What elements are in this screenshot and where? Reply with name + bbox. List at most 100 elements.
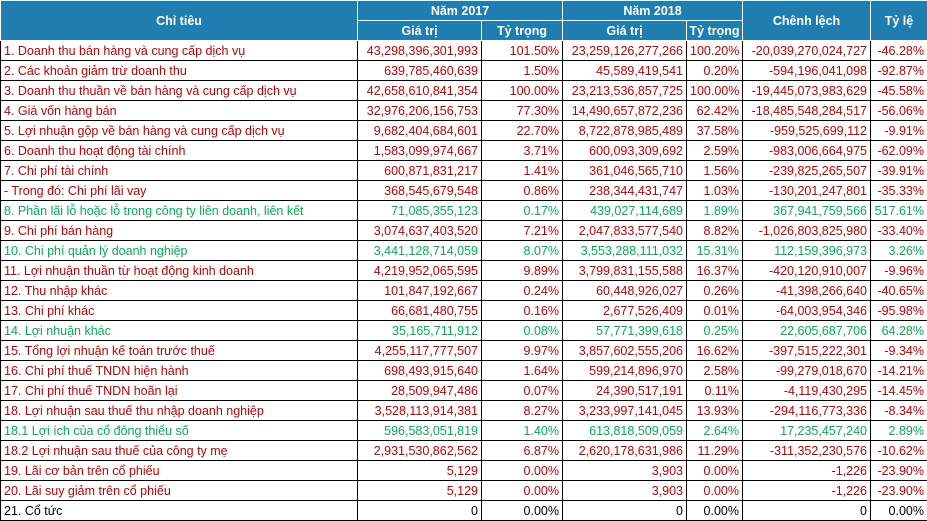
- share-2018: 2.64%: [686, 420, 743, 441]
- value-2018: 0: [562, 500, 687, 521]
- share-2018: 0.01%: [686, 300, 743, 321]
- value-2017: 3,441,128,714,059: [357, 240, 482, 261]
- ratio-cell: -8.34%: [870, 400, 927, 421]
- value-2017: 600,871,831,217: [357, 160, 482, 181]
- difference-cell: -1,226: [742, 480, 871, 501]
- ratio-cell: -9.96%: [870, 260, 927, 281]
- table-row: 5. Lợi nhuận gộp về bán hàng và cung cấp…: [0, 120, 927, 141]
- ratio-cell: 64.28%: [870, 320, 927, 341]
- value-2017: 32,976,206,156,753: [357, 100, 482, 121]
- value-2017: 28,509,947,486: [357, 380, 482, 401]
- value-2017: 5,129: [357, 460, 482, 481]
- share-2018: 37.58%: [686, 120, 743, 141]
- value-2018: 600,093,309,692: [562, 140, 687, 161]
- value-2018: 599,214,896,970: [562, 360, 687, 381]
- value-2017: 0: [357, 500, 482, 521]
- difference-cell: -99,279,018,670: [742, 360, 871, 381]
- value-2018: 57,771,399,618: [562, 320, 687, 341]
- share-2017: 0.24%: [481, 280, 563, 301]
- share-2017: 9.89%: [481, 260, 563, 281]
- ratio-cell: -35.33%: [870, 180, 927, 201]
- value-2017: 639,785,460,639: [357, 60, 482, 81]
- share-2017: 8.27%: [481, 400, 563, 421]
- table-row: 18. Lợi nhuận sau thuế thu nhập doanh ng…: [0, 400, 927, 421]
- difference-cell: -594,196,041,098: [742, 60, 871, 81]
- table-row: 13. Chi phí khác 66,681,480,755 0.16% 2,677…: [0, 300, 927, 321]
- ratio-cell: -56.06%: [870, 100, 927, 121]
- share-2018: 11.29%: [686, 440, 743, 461]
- ratio-cell: -9.91%: [870, 120, 927, 141]
- difference-cell: -18,485,548,284,517: [742, 100, 871, 121]
- ratio-cell: -62.09%: [870, 140, 927, 161]
- row-label: 18.2 Lợi nhuận sau thuế của công ty mẹ: [0, 440, 358, 461]
- header-indicator: Chỉ tiêu: [0, 0, 358, 41]
- ratio-cell: -23.90%: [870, 480, 927, 501]
- difference-cell: -4,119,430,295: [742, 380, 871, 401]
- value-2017: 42,658,610,841,354: [357, 80, 482, 101]
- ratio-cell: -39.91%: [870, 160, 927, 181]
- table-row: 7. Chi phí tài chính 600,871,831,217 1.41%…: [0, 160, 927, 181]
- header-difference: Chênh lệch: [742, 0, 871, 41]
- row-label: 11. Lợi nhuận thuần từ hoạt động kinh do…: [0, 260, 358, 281]
- ratio-cell: -45.58%: [870, 80, 927, 101]
- header-share-2017: Tỷ trọng: [481, 20, 563, 41]
- ratio-cell: -92.87%: [870, 60, 927, 81]
- share-2018: 16.62%: [686, 340, 743, 361]
- table-row: 18.2 Lợi nhuận sau thuế của công ty mẹ 2,…: [0, 440, 927, 461]
- share-2018: 2.58%: [686, 360, 743, 381]
- difference-cell: 112,159,396,973: [742, 240, 871, 261]
- row-label: 17. Chi phí thuế TNDN hoãn lại: [0, 380, 358, 401]
- row-label: 18. Lợi nhuận sau thuế thu nhập doanh ng…: [0, 400, 358, 421]
- row-label: 21. Cổ tức: [0, 500, 358, 521]
- difference-cell: -420,120,910,007: [742, 260, 871, 281]
- ratio-cell: 2.89%: [870, 420, 927, 441]
- share-2017: 1.50%: [481, 60, 563, 81]
- table-row: 19. Lãi cơ bản trên cổ phiếu 5,129 0.00% 3,…: [0, 460, 927, 481]
- value-2018: 8,722,878,985,489: [562, 120, 687, 141]
- value-2018: 3,857,602,555,206: [562, 340, 687, 361]
- table-row: 9. Chi phí bán hàng 3,074,637,403,520 7.21…: [0, 220, 927, 241]
- value-2018: 439,027,114,689: [562, 200, 687, 221]
- ratio-cell: 517.61%: [870, 200, 927, 221]
- share-2017: 6.87%: [481, 440, 563, 461]
- share-2018: 100.20%: [686, 40, 743, 61]
- share-2017: 0.00%: [481, 480, 563, 501]
- header-value-2017: Giá trị: [357, 20, 482, 41]
- table-body: 1. Doanh thu bán hàng và cung cấp dịch v…: [0, 40, 927, 521]
- value-2018: 24,390,517,191: [562, 380, 687, 401]
- difference-cell: -294,116,773,336: [742, 400, 871, 421]
- value-2017: 3,528,113,914,381: [357, 400, 482, 421]
- table-row: 12. Thu nhập khác 101,847,192,667 0.24% 60,…: [0, 280, 927, 301]
- ratio-cell: -95.98%: [870, 300, 927, 321]
- row-label: 3. Doanh thu thuần về bán hàng và cung c…: [0, 80, 358, 101]
- value-2017: 71,085,355,123: [357, 200, 482, 221]
- header-ratio: Tỷ lệ: [870, 0, 927, 41]
- header-share-2018: Tỷ trọng: [686, 20, 743, 41]
- ratio-cell: 3.26%: [870, 240, 927, 261]
- value-2017: 3,074,637,403,520: [357, 220, 482, 241]
- share-2018: 0.00%: [686, 480, 743, 501]
- difference-cell: -239,825,265,507: [742, 160, 871, 181]
- value-2017: 368,545,679,548: [357, 180, 482, 201]
- difference-cell: 0: [742, 500, 871, 521]
- ratio-cell: -33.40%: [870, 220, 927, 241]
- row-label: 1. Doanh thu bán hàng và cung cấp dịch v…: [0, 40, 358, 61]
- row-label: - Trong đó: Chi phí lãi vay: [0, 180, 358, 201]
- header-year-2017: Năm 2017: [357, 0, 563, 21]
- share-2018: 15.31%: [686, 240, 743, 261]
- share-2017: 7.21%: [481, 220, 563, 241]
- value-2018: 361,046,565,710: [562, 160, 687, 181]
- share-2017: 1.40%: [481, 420, 563, 441]
- table-row: 16. Chi phí thuế TNDN hiện hành 698,493,9…: [0, 360, 927, 381]
- difference-cell: -311,352,230,576: [742, 440, 871, 461]
- difference-cell: -64,003,954,346: [742, 300, 871, 321]
- row-label: 18.1 Lợi ích của cổ đông thiểu số: [0, 420, 358, 441]
- table-row: 21. Cổ tức 0 0.00% 0 0.00% 0 0.00%: [0, 500, 927, 521]
- share-2017: 8.07%: [481, 240, 563, 261]
- value-2018: 2,620,178,631,986: [562, 440, 687, 461]
- table-row: 18.1 Lợi ích của cổ đông thiểu số 596,583…: [0, 420, 927, 441]
- share-2017: 9.97%: [481, 340, 563, 361]
- difference-cell: 367,941,759,566: [742, 200, 871, 221]
- ratio-cell: -14.21%: [870, 360, 927, 381]
- value-2018: 3,553,288,111,032: [562, 240, 687, 261]
